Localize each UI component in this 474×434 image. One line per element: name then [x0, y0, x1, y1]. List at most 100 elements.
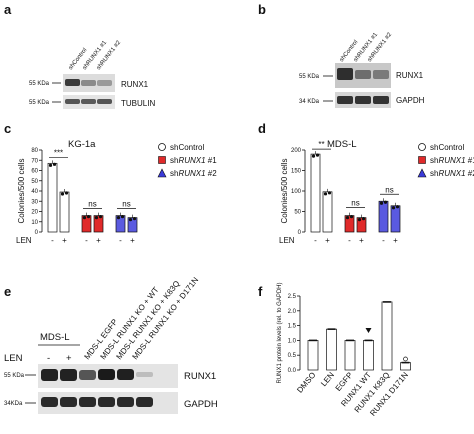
- data-point: [357, 218, 362, 222]
- panel-label-f: f: [258, 284, 263, 299]
- y-tick-label: 150: [291, 169, 302, 175]
- data-point: [345, 216, 350, 220]
- len-sign: -: [47, 353, 50, 364]
- data-point: [315, 153, 320, 157]
- len-sign: -: [119, 236, 122, 245]
- panel-label-c: c: [4, 121, 11, 136]
- panel-a-lane-labels: shControl shRUNX1 #1 shRUNX1 #2: [68, 39, 123, 71]
- data-point: [132, 217, 137, 221]
- data-point: [120, 215, 125, 219]
- bar: [326, 328, 337, 371]
- len-label: LEN: [4, 353, 23, 364]
- legend-label: shRUNX1 #1: [430, 156, 474, 165]
- western-blot-a-tubulin: [63, 95, 115, 109]
- len-sign: -: [348, 236, 351, 245]
- blot-label: GAPDH: [396, 96, 425, 105]
- y-tick-label: 20: [31, 210, 38, 216]
- legend-marker-square: [418, 156, 426, 164]
- bar: [378, 200, 389, 233]
- len-sign: +: [62, 236, 67, 245]
- legend-label: shRUNX1 #2: [170, 169, 217, 178]
- western-blot-b-runx1: [335, 63, 391, 88]
- y-tick-label: 60: [31, 169, 38, 175]
- data-point: [60, 192, 65, 196]
- data-point: [128, 218, 133, 222]
- y-tick-label: 50: [294, 210, 301, 216]
- x-axis-label: LEN: [16, 236, 32, 245]
- data-point: [361, 217, 366, 221]
- significance-label: ns: [88, 200, 96, 209]
- y-axis-label: Colonies/500 cells: [17, 159, 26, 224]
- y-tick-label: 0: [35, 230, 39, 236]
- legend-label: shRUNX1 #1: [170, 156, 217, 165]
- y-tick-label: 2.0: [288, 309, 297, 315]
- y-tick-label: 50: [31, 179, 38, 185]
- legend-label: shControl: [170, 143, 204, 152]
- data-point: [379, 201, 384, 205]
- data-point: [94, 216, 99, 220]
- data-point: [64, 191, 69, 195]
- panel-label-e: e: [4, 284, 11, 299]
- x-axis-label: LEN: [279, 236, 295, 245]
- y-tick-label: 0.5: [288, 353, 297, 359]
- western-blot-b-gapdh: [335, 92, 391, 108]
- cell-line-label: MDS-L: [40, 332, 70, 343]
- western-blot-e-gapdh: [38, 392, 178, 414]
- len-sign: +: [359, 236, 364, 245]
- data-point: [391, 206, 396, 210]
- legend-marker-triangle: [157, 168, 167, 178]
- bar: [381, 301, 393, 371]
- data-point: [116, 216, 121, 220]
- significance-label: ns: [385, 185, 393, 194]
- bar: [59, 191, 70, 233]
- y-tick-label: 1.5: [288, 324, 297, 330]
- y-tick-label: 0: [298, 230, 302, 236]
- len-sign: +: [96, 236, 101, 245]
- blot-label: TUBULIN: [121, 99, 155, 108]
- significance-label: ns: [122, 200, 130, 209]
- panel-label-a: a: [4, 2, 12, 17]
- western-blot-e-runx1: [38, 364, 178, 388]
- data-point: [86, 215, 91, 219]
- panel-c-chart: c KG-1a 0 10 20 30 40 50 60 70 80 Colonies/500 cell…: [4, 121, 217, 245]
- data-point: [327, 191, 332, 195]
- len-sign: -: [382, 236, 385, 245]
- x-tick-label: LEN: [319, 370, 336, 388]
- marker-label: 55 KDa: [29, 81, 50, 87]
- bar: [344, 340, 356, 371]
- y-tick-label: 80: [31, 148, 38, 154]
- legend-label: shControl: [430, 143, 464, 152]
- data-point: [98, 215, 103, 219]
- len-sign: +: [130, 236, 135, 245]
- chart-title: KG-1a: [68, 139, 96, 150]
- western-blot-a-runx1: [63, 74, 115, 92]
- y-axis-label: Colonies/500 cells: [280, 159, 289, 224]
- blot-label: RUNX1: [396, 71, 424, 80]
- y-axis-label: RUNX1 protein levels (rel. to GAPDH): [277, 282, 283, 383]
- y-tick-label: 0.0: [288, 368, 297, 374]
- bar: [307, 340, 319, 371]
- y-tick-label: 2.5: [288, 294, 297, 300]
- y-tick-label: 30: [31, 199, 38, 205]
- legend-marker-triangle: [417, 168, 427, 178]
- data-point: [365, 328, 372, 333]
- len-sign: -: [85, 236, 88, 245]
- panel-f-chart: 0.0 0.5 1.0 1.5 2.0 2.5 RUNX1 protein levels (…: [277, 282, 411, 418]
- len-sign: -: [51, 236, 54, 245]
- data-point: [82, 216, 87, 220]
- panel-label-b: b: [258, 2, 266, 17]
- data-point: [395, 205, 400, 209]
- len-sign: -: [314, 236, 317, 245]
- bar: [310, 153, 321, 233]
- bar: [363, 340, 374, 371]
- legend-marker-circle: [418, 143, 426, 151]
- legend-label: shRUNX1 #2: [430, 169, 474, 178]
- y-tick-label: 200: [291, 148, 302, 154]
- bar: [322, 191, 333, 233]
- x-tick-label: DMSO: [295, 371, 317, 395]
- y-tick-label: 10: [31, 220, 38, 226]
- marker-label: 55 KDa: [299, 74, 320, 80]
- data-point: [48, 163, 53, 167]
- bar: [47, 162, 58, 233]
